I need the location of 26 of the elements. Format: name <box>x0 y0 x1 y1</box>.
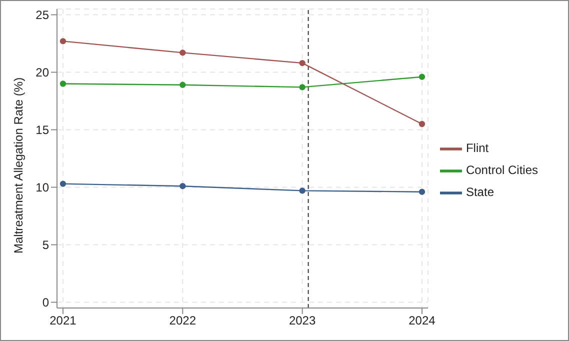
point <box>299 84 306 90</box>
legend-label: State <box>466 184 494 199</box>
y-tick-label: 20 <box>36 66 50 80</box>
y-axis-title: Maltreatment Allegation Rate (%) <box>11 77 26 254</box>
x-tick-label: 2022 <box>169 314 196 328</box>
y-tick-label: 0 <box>42 296 50 310</box>
point <box>418 120 426 128</box>
point <box>60 80 66 87</box>
x-tick-label: 2024 <box>408 314 436 328</box>
y-tick-label: 10 <box>36 180 50 195</box>
point <box>60 38 66 44</box>
x-tick-label: 2021 <box>50 314 77 328</box>
y-tick-label: 5 <box>42 238 50 252</box>
point <box>418 188 426 195</box>
legend-label: Flint <box>466 140 489 155</box>
y-tick-label: 25 <box>36 8 50 22</box>
point <box>418 74 426 80</box>
y-tick-label: 15 <box>36 123 50 138</box>
point <box>180 82 186 88</box>
point <box>180 50 186 56</box>
legend-label: Control Cities <box>466 162 538 177</box>
point <box>180 183 186 190</box>
x-tick-label: 2023 <box>288 314 316 328</box>
point <box>299 60 306 66</box>
point <box>60 180 66 187</box>
point <box>299 188 306 194</box>
